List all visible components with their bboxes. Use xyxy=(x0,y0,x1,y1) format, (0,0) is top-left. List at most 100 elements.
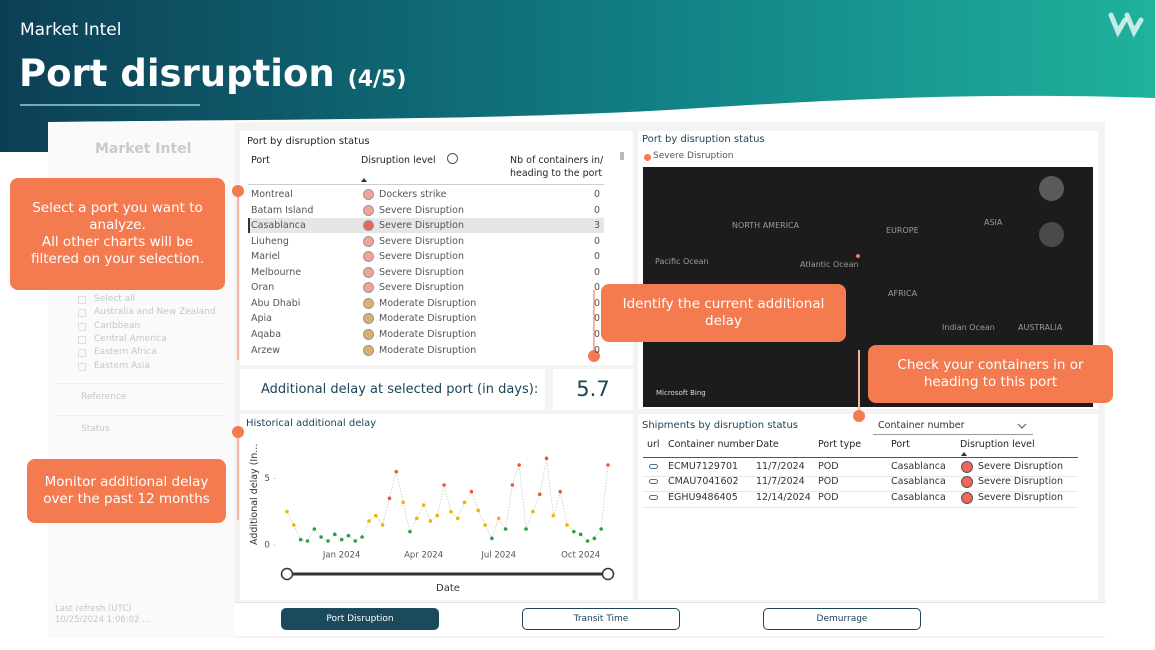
port-name[interactable]: Apia xyxy=(251,313,272,325)
map-title: Port by disruption status xyxy=(642,134,765,145)
tab-button[interactable]: Transit Time xyxy=(522,608,680,630)
cell: ECMU7129701 xyxy=(668,461,739,472)
kpi-label: Additional delay at selected port (in da… xyxy=(261,382,539,397)
container-count: 0 xyxy=(593,297,600,309)
column-header: url xyxy=(647,439,660,450)
level-dot xyxy=(363,282,374,294)
map-label: Atlantic Ocean xyxy=(800,260,859,269)
filter-label: Eastern Africa xyxy=(94,347,157,358)
column-header: Date xyxy=(756,439,779,450)
link-icon[interactable] xyxy=(649,464,658,469)
refresh-value: 10/25/2024 1:06:02 ... xyxy=(55,615,151,625)
cell: Severe Disruption xyxy=(978,491,1063,503)
level-label: Moderate Disruption xyxy=(379,344,477,356)
checkbox[interactable] xyxy=(78,335,86,344)
link-icon[interactable] xyxy=(649,479,658,485)
port-name[interactable]: Oran xyxy=(251,282,275,294)
level-label: Severe Disruption xyxy=(379,282,464,294)
level-dot xyxy=(363,328,374,340)
title-text: Port disruption xyxy=(19,52,335,95)
port-name[interactable]: Abu Dhabi xyxy=(251,297,301,309)
container-count: 0 xyxy=(593,344,600,356)
level-label: Severe Disruption xyxy=(379,220,464,232)
level-dot xyxy=(363,189,374,200)
level-label: Moderate Disruption xyxy=(379,328,477,340)
row-divider xyxy=(643,506,1078,508)
level-dot xyxy=(363,297,374,309)
zoom-out[interactable] xyxy=(1039,222,1064,247)
level-dot xyxy=(363,251,374,263)
port-name[interactable]: Melbourne xyxy=(251,266,302,278)
level-dot xyxy=(961,461,973,473)
cell: 11/7/2024 xyxy=(756,461,805,472)
port-name[interactable]: Liuheng xyxy=(251,235,289,247)
level-dot xyxy=(961,476,973,489)
checkbox[interactable] xyxy=(78,362,86,371)
map-label: ASIA xyxy=(984,218,1003,227)
checkbox[interactable] xyxy=(78,349,86,358)
level-label: Severe Disruption xyxy=(379,204,464,216)
cell: Casablanca xyxy=(891,491,946,503)
tab-button[interactable]: Port Disruption xyxy=(281,608,439,630)
dropdown[interactable] xyxy=(873,417,1033,435)
section-label: Market Intel xyxy=(20,20,122,40)
filter-section[interactable]: Reference xyxy=(81,392,127,402)
x-axis-title: Date xyxy=(436,583,460,594)
map-label: NORTH AMERICA xyxy=(732,221,800,230)
container-count: 3 xyxy=(593,220,600,232)
section-divider xyxy=(55,383,225,384)
section-divider xyxy=(55,415,225,416)
filter-label: Central America xyxy=(94,333,167,344)
cell: POD xyxy=(818,461,839,472)
container-count: 0 xyxy=(593,313,600,325)
kpi-label-panel xyxy=(240,369,545,410)
sort-indicator xyxy=(361,178,367,182)
checkbox[interactable] xyxy=(78,322,86,331)
port-marker[interactable] xyxy=(856,254,860,258)
selected-row[interactable] xyxy=(248,218,604,234)
container-count: 0 xyxy=(593,266,600,278)
checkbox[interactable] xyxy=(78,296,86,304)
port-name[interactable]: Aqaba xyxy=(251,328,282,340)
cell: 11/7/2024 xyxy=(756,476,805,488)
container-count: 0 xyxy=(593,282,600,294)
tab-button[interactable]: Demurrage xyxy=(763,608,921,630)
refresh-label: Last refresh (UTC) xyxy=(55,604,132,614)
zoom-in[interactable] xyxy=(1039,176,1064,201)
shipments-title: Shipments by disruption status xyxy=(642,420,798,431)
cell: CMAU7041602 xyxy=(668,476,739,488)
port-name[interactable]: Casablanca xyxy=(251,220,306,232)
level-dot xyxy=(363,204,374,216)
header-banner xyxy=(0,0,1155,152)
port-name[interactable]: Mariel xyxy=(251,251,281,263)
help-icon[interactable] xyxy=(447,153,458,164)
checkbox[interactable] xyxy=(78,309,86,318)
column-header: Container number xyxy=(668,439,755,450)
level-dot xyxy=(363,344,374,356)
map-label: Indian Ocean xyxy=(942,323,995,332)
filter-label: Caribbean xyxy=(94,320,141,331)
map-label: EUROPE xyxy=(886,226,919,235)
port-name[interactable]: Batam Island xyxy=(251,204,314,216)
filter-label: Eastern Asia xyxy=(94,360,150,371)
level-label: Severe Disruption xyxy=(379,235,464,247)
container-count: 0 xyxy=(593,235,600,247)
callout: Identify the current additional delay xyxy=(601,284,846,342)
header-divider xyxy=(643,457,1078,458)
filter-section[interactable]: Status xyxy=(81,424,110,434)
level-label: Severe Disruption xyxy=(379,251,464,263)
link-icon[interactable] xyxy=(649,494,658,500)
port-name[interactable]: Arzew xyxy=(251,344,281,356)
cell: Casablanca xyxy=(891,476,946,488)
dropdown-value: Container number xyxy=(878,420,965,431)
level-label: Moderate Disruption xyxy=(379,297,477,309)
column-header: Nb of containers in/ heading to the port xyxy=(510,155,604,180)
logo xyxy=(1108,12,1144,38)
scrollbar xyxy=(620,152,624,160)
kpi-value-panel xyxy=(553,369,633,410)
cell: EGHU9486405 xyxy=(668,491,738,503)
port-name[interactable]: Montreal xyxy=(251,189,293,200)
column-header: Port xyxy=(251,155,270,166)
